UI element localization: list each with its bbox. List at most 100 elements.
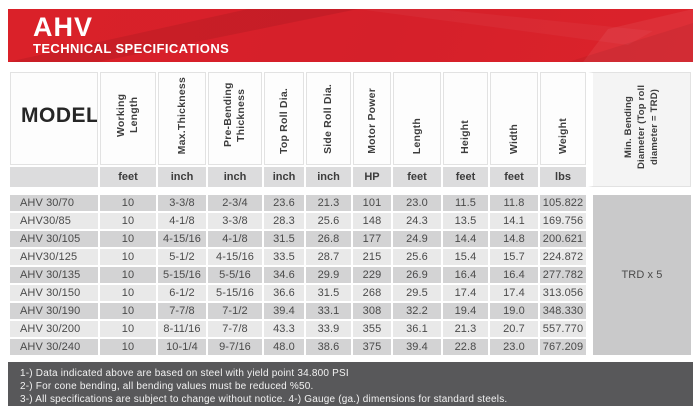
spec-cell: 10 <box>100 249 156 265</box>
model-cell: AHV 30/190 <box>10 303 98 319</box>
spacer-cell <box>10 189 586 193</box>
spec-cell: 10 <box>100 267 156 283</box>
spec-cell: 10 <box>100 339 156 355</box>
spec-cell: 26.9 <box>393 267 441 283</box>
spec-row: AHV 30/105 10 4-15/16 4-1/8 31.5 26.8 17… <box>10 231 691 247</box>
spec-cell: 19.0 <box>490 303 538 319</box>
spec-cell: 29.9 <box>306 267 351 283</box>
spec-row: AHV 30/135 10 5-15/16 5-5/16 34.6 29.9 2… <box>10 267 691 283</box>
spec-cell: 33.5 <box>264 249 304 265</box>
spec-cell: 29.5 <box>393 285 441 301</box>
spec-cell: 10 <box>100 195 156 211</box>
spec-cell: 10 <box>100 213 156 229</box>
col-header-weight: Weight <box>540 72 586 165</box>
model-cell: AHV 30/200 <box>10 321 98 337</box>
spec-cell: 33.9 <box>306 321 351 337</box>
spec-cell: 15.4 <box>443 249 488 265</box>
spec-cell: 348.330 <box>540 303 586 319</box>
spec-cell: 13.5 <box>443 213 488 229</box>
spec-cell: 215 <box>353 249 391 265</box>
col-header-side-roll-dia: Side Roll Dia. <box>306 72 351 165</box>
col-header-length: Length <box>393 72 441 165</box>
spec-cell: 28.3 <box>264 213 304 229</box>
spec-row: AHV 30/70 10 3-3/8 2-3/4 23.6 21.3 101 2… <box>10 195 691 355</box>
model-cell: AHV 30/105 <box>10 231 98 247</box>
spec-cell: 5-1/2 <box>158 249 206 265</box>
spec-cell: 32.2 <box>393 303 441 319</box>
spec-row: AHV 30/200 10 8-11/16 7-7/8 43.3 33.9 35… <box>10 321 691 337</box>
spec-cell: 4-1/8 <box>158 213 206 229</box>
spec-cell: 39.4 <box>393 339 441 355</box>
spec-cell: 36.1 <box>393 321 441 337</box>
spec-row: AHV 30/240 10 10-1/4 9-7/16 48.0 38.6 37… <box>10 339 691 355</box>
spec-cell: 21.3 <box>443 321 488 337</box>
spec-cell: 34.6 <box>264 267 304 283</box>
spec-cell: 169.756 <box>540 213 586 229</box>
spec-cell: 224.872 <box>540 249 586 265</box>
page-title: TECHNICAL SPECIFICATIONS <box>33 41 230 56</box>
spec-cell: 43.3 <box>264 321 304 337</box>
spec-cell: 14.4 <box>443 231 488 247</box>
spec-cell: 7-1/2 <box>208 303 262 319</box>
unit-cell: feet <box>393 167 441 187</box>
spec-cell: 200.621 <box>540 231 586 247</box>
spec-cell: 16.4 <box>443 267 488 283</box>
spec-cell: 21.3 <box>306 195 351 211</box>
model-cell: AHV30/125 <box>10 249 98 265</box>
spec-cell: 31.5 <box>306 285 351 301</box>
spacer-row <box>10 189 691 193</box>
spec-cell: 23.6 <box>264 195 304 211</box>
model-cell: AHV 30/150 <box>10 285 98 301</box>
col-header-working-length: Working Length <box>100 72 156 165</box>
model-cell: AHV 30/240 <box>10 339 98 355</box>
spec-row: AHV30/125 10 5-1/2 4-15/16 33.5 28.7 215… <box>10 249 691 265</box>
spec-cell: 26.8 <box>306 231 351 247</box>
spec-cell: 48.0 <box>264 339 304 355</box>
unit-cell-empty <box>10 167 98 187</box>
unit-cell: feet <box>443 167 488 187</box>
spec-cell: 38.6 <box>306 339 351 355</box>
spec-cell: 25.6 <box>306 213 351 229</box>
unit-cell: inch <box>306 167 351 187</box>
col-header-top-roll-dia: Top Roll Dia. <box>264 72 304 165</box>
spec-cell: 313.056 <box>540 285 586 301</box>
spec-cell: 177 <box>353 231 391 247</box>
spec-table-container: MODEL Working Length Max.Thickness Pre-B… <box>8 70 693 357</box>
unit-cell: feet <box>490 167 538 187</box>
col-header-height: Height <box>443 72 488 165</box>
spec-cell: 10-1/4 <box>158 339 206 355</box>
title-banner: AHV TECHNICAL SPECIFICATIONS <box>8 9 693 62</box>
spec-cell: 20.7 <box>490 321 538 337</box>
spec-cell: 105.822 <box>540 195 586 211</box>
unit-cell: lbs <box>540 167 586 187</box>
spec-cell: 4-1/8 <box>208 231 262 247</box>
spec-cell: 3-3/8 <box>208 213 262 229</box>
spec-table: MODEL Working Length Max.Thickness Pre-B… <box>8 70 693 357</box>
spec-cell: 767.209 <box>540 339 586 355</box>
spec-row: AHV 30/150 10 6-1/2 5-15/16 36.6 31.5 26… <box>10 285 691 301</box>
spec-cell: 5-15/16 <box>158 267 206 283</box>
model-cell: AHV 30/135 <box>10 267 98 283</box>
spec-row: AHV30/85 10 4-1/8 3-3/8 28.3 25.6 148 24… <box>10 213 691 229</box>
spec-cell: 31.5 <box>264 231 304 247</box>
banner-diagonal-decor <box>8 9 693 62</box>
col-header-pre-bending-thickness: Pre-Bending Thickness <box>208 72 262 165</box>
unit-cell: inch <box>264 167 304 187</box>
col-header-model: MODEL <box>10 72 98 165</box>
spec-cell: 17.4 <box>490 285 538 301</box>
spec-cell: 39.4 <box>264 303 304 319</box>
spec-cell: 4-15/16 <box>158 231 206 247</box>
col-header-min-bending-diameter: Min. Bending Diameter (Top roll diameter… <box>588 72 691 187</box>
spec-cell: 277.782 <box>540 267 586 283</box>
spec-cell: 16.4 <box>490 267 538 283</box>
spec-cell: 11.5 <box>443 195 488 211</box>
footnote-2: 2-) For cone bending, all bending values… <box>20 381 314 392</box>
unit-cell: inch <box>158 167 206 187</box>
model-cell: AHV30/85 <box>10 213 98 229</box>
spec-cell: 24.3 <box>393 213 441 229</box>
spec-cell: 6-1/2 <box>158 285 206 301</box>
col-header-motor-power: Motor Power <box>353 72 391 165</box>
col-header-max-thickness: Max.Thickness <box>158 72 206 165</box>
spec-cell: 101 <box>353 195 391 211</box>
spec-cell: 22.8 <box>443 339 488 355</box>
